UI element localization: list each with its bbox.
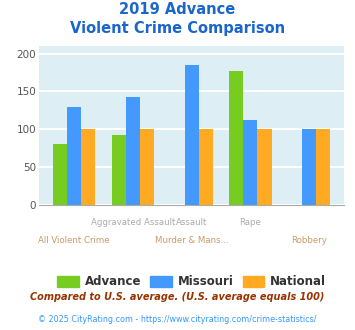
Text: Violent Crime Comparison: Violent Crime Comparison [70,21,285,36]
Bar [140,129,154,205]
Bar [185,65,199,205]
Text: Rape: Rape [240,218,261,227]
Bar [81,129,95,205]
Bar [257,129,272,205]
Bar [229,71,244,205]
Bar [112,135,126,205]
Text: 2019 Advance: 2019 Advance [119,2,236,16]
Bar [53,144,67,205]
Bar [199,129,213,205]
Legend: Advance, Missouri, National: Advance, Missouri, National [53,271,331,293]
Text: Robbery: Robbery [291,236,327,245]
Text: Assault: Assault [176,218,207,227]
Text: Murder & Mans...: Murder & Mans... [155,236,229,245]
Bar [67,107,81,205]
Bar [302,129,316,205]
Bar [126,97,140,205]
Text: All Violent Crime: All Violent Crime [38,236,110,245]
Text: © 2025 CityRating.com - https://www.cityrating.com/crime-statistics/: © 2025 CityRating.com - https://www.city… [38,315,317,324]
Bar [316,129,330,205]
Bar [244,120,257,205]
Text: Aggravated Assault: Aggravated Assault [91,218,175,227]
Text: Compared to U.S. average. (U.S. average equals 100): Compared to U.S. average. (U.S. average … [30,292,325,302]
